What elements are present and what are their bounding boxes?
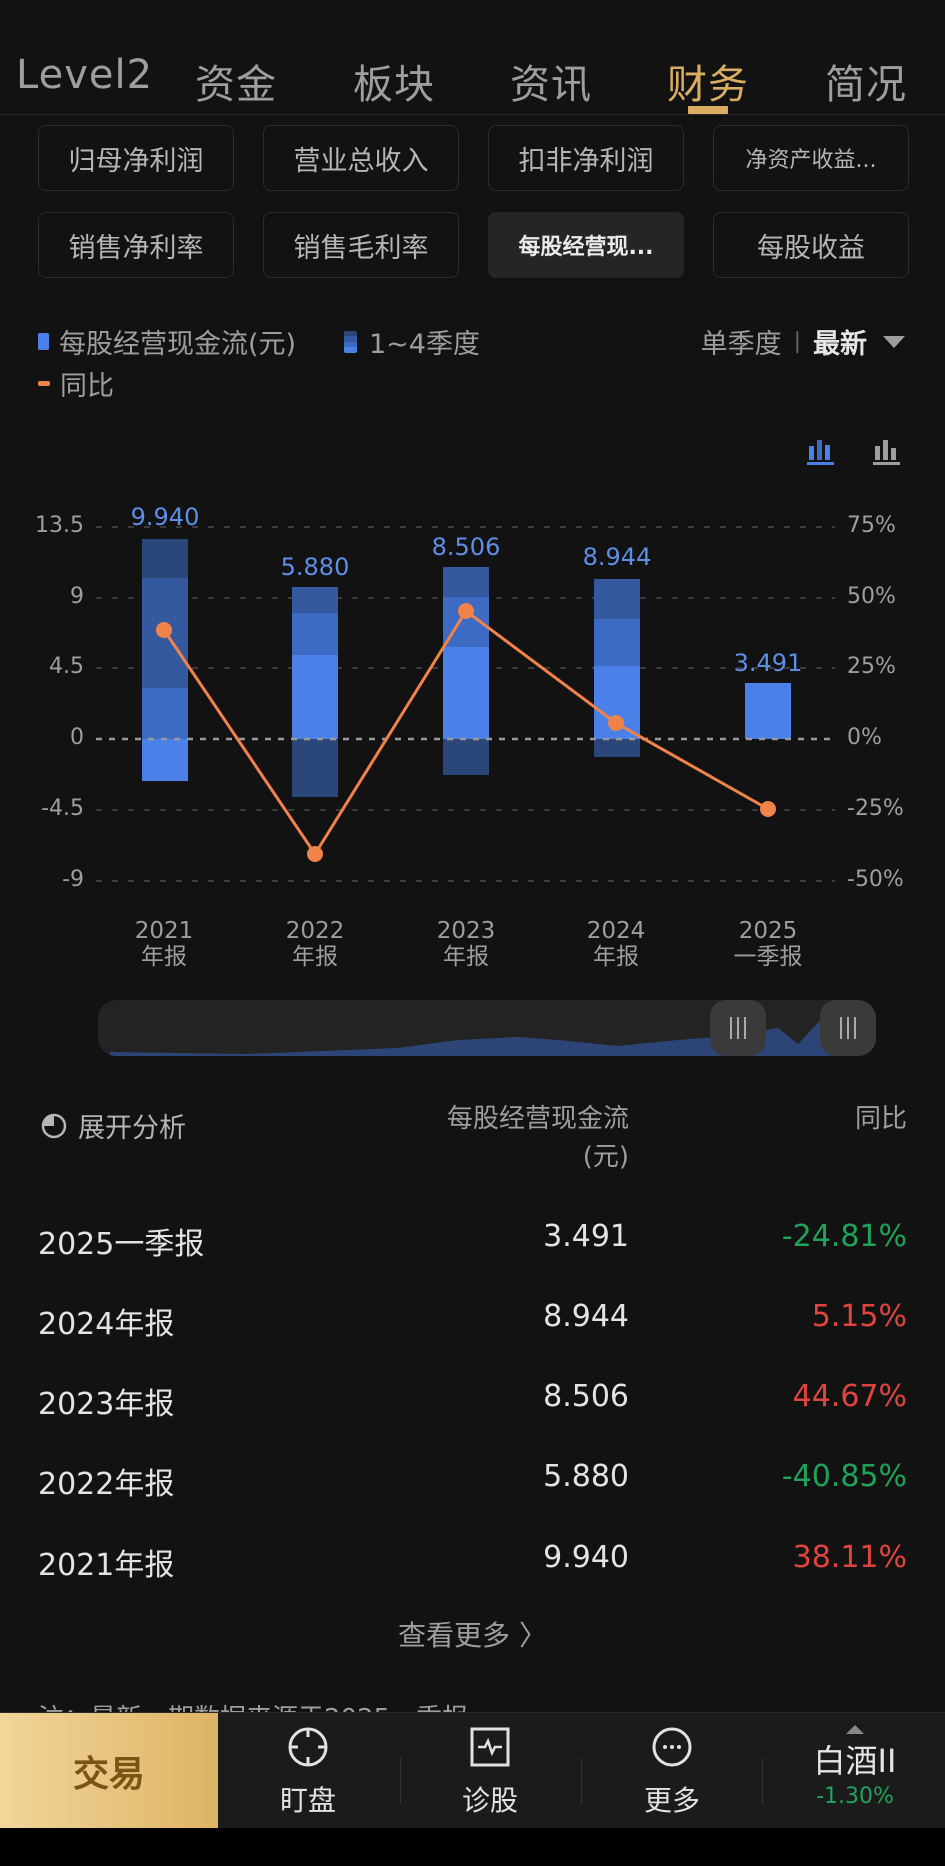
slider-right-handle[interactable]	[820, 1000, 876, 1056]
expand-up-icon[interactable]	[846, 1725, 864, 1734]
table-row: 2023年报 8.506 44.67%	[38, 1379, 907, 1422]
table-row: 2021年报 9.940 38.11%	[38, 1540, 907, 1583]
tab-sector[interactable]: 板块	[353, 62, 435, 108]
orange-line-swatch-icon	[38, 381, 50, 386]
stacked-bar-chart-icon[interactable]	[806, 436, 836, 470]
chip-roe[interactable]: 净资产收益...	[713, 125, 909, 191]
y-tick-0: 0	[70, 725, 84, 750]
y-tick-9: 9	[70, 584, 84, 609]
bar-2024	[594, 579, 640, 757]
blue-swatch-icon	[38, 333, 49, 350]
related-sector-ticker[interactable]: 白酒II -1.30%	[800, 1725, 910, 1809]
tab-funds[interactable]: 资金	[195, 62, 277, 108]
nav-more[interactable]: 更多	[612, 1725, 732, 1819]
y2-tick-0: 0%	[847, 725, 882, 750]
table-row: 2025一季报 3.491 -24.81%	[38, 1219, 907, 1262]
pulse-monitor-icon	[470, 1727, 510, 1767]
y2-tick-50: 50%	[847, 584, 896, 609]
bar-2022	[292, 587, 338, 797]
nav-divider	[581, 1758, 582, 1804]
tab-level2[interactable]: Level2	[16, 52, 154, 98]
nav-divider	[762, 1758, 763, 1804]
data-source-note: 注：最新一期数据来源于2025一季报	[38, 1698, 468, 1712]
y-tick-13.5: 13.5	[35, 513, 84, 538]
x-label-2021: 2021 年报	[134, 918, 194, 970]
view-more-link[interactable]: 查看更多 〉	[398, 1619, 547, 1652]
expand-analysis-button[interactable]: 展开分析	[40, 1106, 186, 1145]
y2-tick-75: 75%	[847, 513, 896, 538]
bar-value-label: 8.944	[582, 543, 652, 571]
table-row: 2022年报 5.880 -40.85%	[38, 1459, 907, 1502]
pie-chart-icon	[41, 1113, 67, 1138]
chip-parent-net-profit[interactable]: 归母净利润	[38, 125, 234, 191]
y-tick-neg9: -9	[62, 867, 84, 892]
x-label-2024: 2024 年报	[586, 918, 646, 970]
nav-diagnose[interactable]: 诊股	[430, 1725, 550, 1819]
tab-news[interactable]: 资讯	[510, 62, 592, 108]
bar-value-label: 5.880	[280, 553, 350, 581]
y2-tick-neg50: -50%	[847, 867, 904, 892]
bar-chart-icon[interactable]	[872, 436, 902, 470]
cashflow-chart	[96, 526, 835, 882]
trade-button[interactable]: 交易	[0, 1713, 218, 1829]
bottom-action-bar: 交易 盯盘 诊股 更多 白酒II -1.30%	[0, 1712, 945, 1829]
system-navigation-bar	[0, 1828, 945, 1866]
slider-overview-area	[110, 1008, 876, 1056]
crosshair-icon	[288, 1727, 328, 1767]
bar-value-label: 8.506	[431, 533, 501, 561]
yoy-points	[156, 603, 776, 862]
stacked-swatch-icon	[344, 330, 357, 353]
period-selected[interactable]: 最新	[813, 329, 867, 360]
column-header-yoy: 同比	[854, 1104, 907, 1134]
nav-divider	[400, 1758, 401, 1804]
range-slider[interactable]	[98, 1000, 876, 1056]
period-selector[interactable]: 单季度 | 最新	[701, 322, 905, 361]
table-row: 2024年报 8.944 5.15%	[38, 1299, 907, 1342]
chip-eps[interactable]: 每股收益	[713, 212, 909, 278]
tab-profile[interactable]: 简况	[825, 62, 907, 108]
top-tab-bar: Level2 资金 板块 资讯 财务 简况	[0, 40, 945, 115]
chip-deducted-net-profit[interactable]: 扣非净利润	[488, 125, 684, 191]
bar-value-label: 3.491	[733, 649, 803, 677]
bar-2021	[142, 539, 188, 781]
y2-tick-neg25: -25%	[847, 796, 904, 821]
bar-2023	[443, 567, 489, 775]
legend-yoy: 同比	[38, 364, 114, 403]
x-label-2025: 2025 一季报	[733, 918, 803, 970]
nav-watch[interactable]: 盯盘	[248, 1725, 368, 1819]
slider-left-handle[interactable]	[710, 1000, 766, 1056]
x-label-2023: 2023 年报	[436, 918, 496, 970]
active-tab-indicator	[688, 106, 728, 114]
x-label-2022: 2022 年报	[285, 918, 345, 970]
legend-quarters: 1~4季度	[344, 322, 480, 361]
more-dots-icon	[652, 1727, 692, 1767]
legend-main-series: 每股经营现金流(元)	[38, 322, 296, 361]
y-tick-4.5: 4.5	[49, 654, 84, 679]
period-mode[interactable]: 单季度	[700, 329, 782, 360]
chip-total-revenue[interactable]: 营业总收入	[263, 125, 459, 191]
bar-value-label: 9.940	[130, 503, 200, 531]
chip-net-margin[interactable]: 销售净利率	[38, 212, 234, 278]
y-tick-neg4.5: -4.5	[41, 796, 84, 821]
caret-down-icon[interactable]	[883, 335, 905, 348]
bar-2025q1	[745, 683, 791, 739]
chip-operating-cashflow-per-share[interactable]: 每股经营现...	[488, 212, 684, 278]
column-header-value: 每股经营现金流 (元)	[446, 1104, 629, 1172]
y2-tick-25: 25%	[847, 654, 896, 679]
tab-finance[interactable]: 财务	[667, 62, 749, 108]
period-separator: |	[793, 329, 801, 354]
chip-gross-margin[interactable]: 销售毛利率	[263, 212, 459, 278]
